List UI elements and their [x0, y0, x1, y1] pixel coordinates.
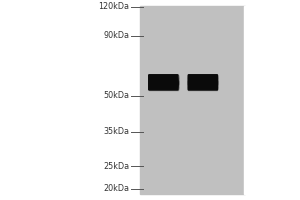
- Bar: [188, 78, 218, 79]
- Bar: [188, 81, 218, 82]
- Bar: [149, 75, 178, 76]
- Bar: [188, 80, 218, 81]
- Bar: [188, 87, 218, 88]
- Bar: [188, 82, 218, 83]
- Bar: [188, 77, 218, 78]
- Bar: [188, 79, 218, 80]
- Bar: [188, 88, 218, 89]
- Bar: [188, 78, 218, 79]
- Bar: [149, 83, 178, 84]
- Bar: [188, 82, 218, 83]
- Text: 20kDa: 20kDa: [103, 184, 129, 193]
- Text: 25kDa: 25kDa: [103, 162, 129, 171]
- Bar: [188, 81, 218, 82]
- Text: 35kDa: 35kDa: [103, 127, 129, 136]
- Bar: [149, 80, 178, 81]
- Bar: [149, 86, 178, 87]
- Bar: [149, 85, 178, 86]
- Bar: [188, 85, 218, 86]
- Bar: [149, 76, 178, 77]
- Bar: [188, 80, 218, 81]
- Bar: [149, 88, 178, 89]
- Text: 90kDa: 90kDa: [103, 31, 129, 40]
- Bar: [188, 76, 218, 77]
- Bar: [149, 75, 178, 76]
- Bar: [149, 87, 178, 88]
- Bar: [188, 83, 218, 84]
- Bar: [149, 87, 178, 88]
- Bar: [244, 6, 300, 194]
- Bar: [149, 81, 178, 82]
- Bar: [149, 79, 178, 80]
- Bar: [140, 6, 244, 194]
- Bar: [149, 78, 178, 79]
- FancyBboxPatch shape: [188, 75, 218, 90]
- Text: 120kDa: 120kDa: [98, 2, 129, 11]
- Bar: [149, 82, 178, 83]
- Text: 50kDa: 50kDa: [103, 91, 129, 100]
- Bar: [188, 75, 218, 76]
- Bar: [188, 89, 218, 90]
- Bar: [188, 84, 218, 85]
- Bar: [188, 83, 218, 84]
- Bar: [188, 86, 218, 87]
- Bar: [149, 77, 178, 78]
- Bar: [149, 89, 178, 90]
- Bar: [149, 80, 178, 81]
- Bar: [188, 77, 218, 78]
- Bar: [188, 86, 218, 87]
- Bar: [149, 81, 178, 82]
- FancyBboxPatch shape: [149, 75, 178, 90]
- Bar: [149, 78, 178, 79]
- Bar: [149, 84, 178, 85]
- Bar: [149, 83, 178, 84]
- Bar: [149, 82, 178, 83]
- Bar: [188, 76, 218, 77]
- Bar: [188, 75, 218, 76]
- Bar: [149, 86, 178, 87]
- Bar: [149, 84, 178, 85]
- Bar: [188, 88, 218, 89]
- Bar: [149, 88, 178, 89]
- Bar: [188, 87, 218, 88]
- Bar: [149, 77, 178, 78]
- Bar: [188, 84, 218, 85]
- Bar: [149, 76, 178, 77]
